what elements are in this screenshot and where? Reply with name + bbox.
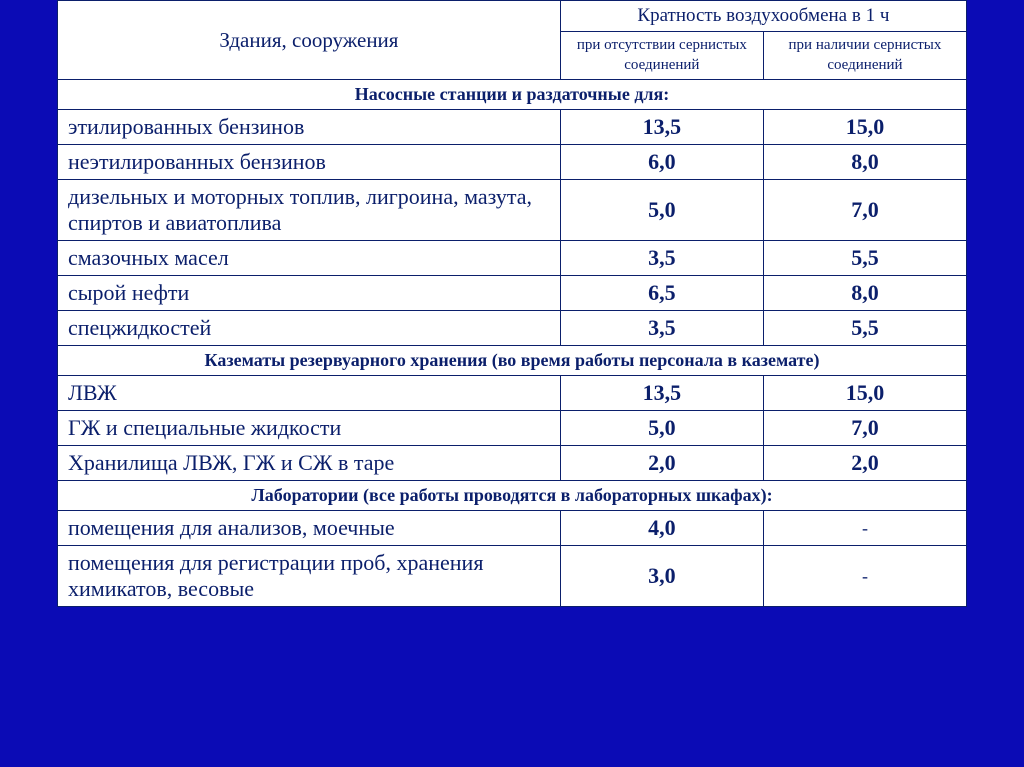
header-main-label: Здания, сооружения <box>58 1 561 80</box>
section-labs-label: Лаборатории (все работы проводятся в лаб… <box>58 481 967 511</box>
table-row: помещения для регистрации проб, хранения… <box>58 546 967 607</box>
row-val1: 13,5 <box>560 110 763 145</box>
row-val2: 5,5 <box>763 241 966 276</box>
row-val1: 5,0 <box>560 411 763 446</box>
row-val2: 7,0 <box>763 180 966 241</box>
row-val1: 3,0 <box>560 546 763 607</box>
row-val1: 6,0 <box>560 145 763 180</box>
row-label: смазочных масел <box>58 241 561 276</box>
table-row: ГЖ и специальные жидкости 5,0 7,0 <box>58 411 967 446</box>
row-val2: 15,0 <box>763 376 966 411</box>
row-label: Хранилища ЛВЖ, ГЖ и СЖ в таре <box>58 446 561 481</box>
row-label: помещения для регистрации проб, хранения… <box>58 546 561 607</box>
row-val2: 5,5 <box>763 311 966 346</box>
row-label: ЛВЖ <box>58 376 561 411</box>
row-val1: 3,5 <box>560 311 763 346</box>
section-pump: Насосные станции и раздаточные для: <box>58 80 967 110</box>
row-label: спецжидкостей <box>58 311 561 346</box>
header-top-right: Кратность воздухообмена в 1 ч <box>560 1 966 32</box>
row-val1: 13,5 <box>560 376 763 411</box>
row-label: помещения для анализов, моечные <box>58 511 561 546</box>
row-label: сырой нефти <box>58 276 561 311</box>
table-row: дизельных и моторных топлив, лигроина, м… <box>58 180 967 241</box>
section-casemates: Казематы резервуарного хранения (во врем… <box>58 346 967 376</box>
section-pump-label: Насосные станции и раздаточные для: <box>58 80 967 110</box>
header-sub-right: при наличии сернистых соединений <box>763 32 966 80</box>
table-row: ЛВЖ 13,5 15,0 <box>58 376 967 411</box>
table-row: спецжидкостей 3,5 5,5 <box>58 311 967 346</box>
table-row: неэтилированных бензинов 6,0 8,0 <box>58 145 967 180</box>
row-val1: 4,0 <box>560 511 763 546</box>
table-row: помещения для анализов, моечные 4,0 - <box>58 511 967 546</box>
row-val1: 2,0 <box>560 446 763 481</box>
ventilation-table: Здания, сооружения Кратность воздухообме… <box>57 0 967 607</box>
row-label: неэтилированных бензинов <box>58 145 561 180</box>
row-val2: 2,0 <box>763 446 966 481</box>
row-label: этилированных бензинов <box>58 110 561 145</box>
row-val1: 3,5 <box>560 241 763 276</box>
section-labs: Лаборатории (все работы проводятся в лаб… <box>58 481 967 511</box>
row-val1: 6,5 <box>560 276 763 311</box>
row-val2: 8,0 <box>763 276 966 311</box>
row-val2: 15,0 <box>763 110 966 145</box>
ventilation-table-container: Здания, сооружения Кратность воздухообме… <box>57 0 967 607</box>
header-row-1: Здания, сооружения Кратность воздухообме… <box>58 1 967 32</box>
table-row: этилированных бензинов 13,5 15,0 <box>58 110 967 145</box>
row-val2: - <box>763 546 966 607</box>
table-row: Хранилища ЛВЖ, ГЖ и СЖ в таре 2,0 2,0 <box>58 446 967 481</box>
row-val2: - <box>763 511 966 546</box>
row-val2: 8,0 <box>763 145 966 180</box>
table-row: смазочных масел 3,5 5,5 <box>58 241 967 276</box>
row-val1: 5,0 <box>560 180 763 241</box>
row-label: ГЖ и специальные жидкости <box>58 411 561 446</box>
table-row: сырой нефти 6,5 8,0 <box>58 276 967 311</box>
row-val2: 7,0 <box>763 411 966 446</box>
section-casemates-label: Казематы резервуарного хранения (во врем… <box>58 346 967 376</box>
row-label: дизельных и моторных топлив, лигроина, м… <box>58 180 561 241</box>
header-sub-left: при отсутствии сернистых соединений <box>560 32 763 80</box>
